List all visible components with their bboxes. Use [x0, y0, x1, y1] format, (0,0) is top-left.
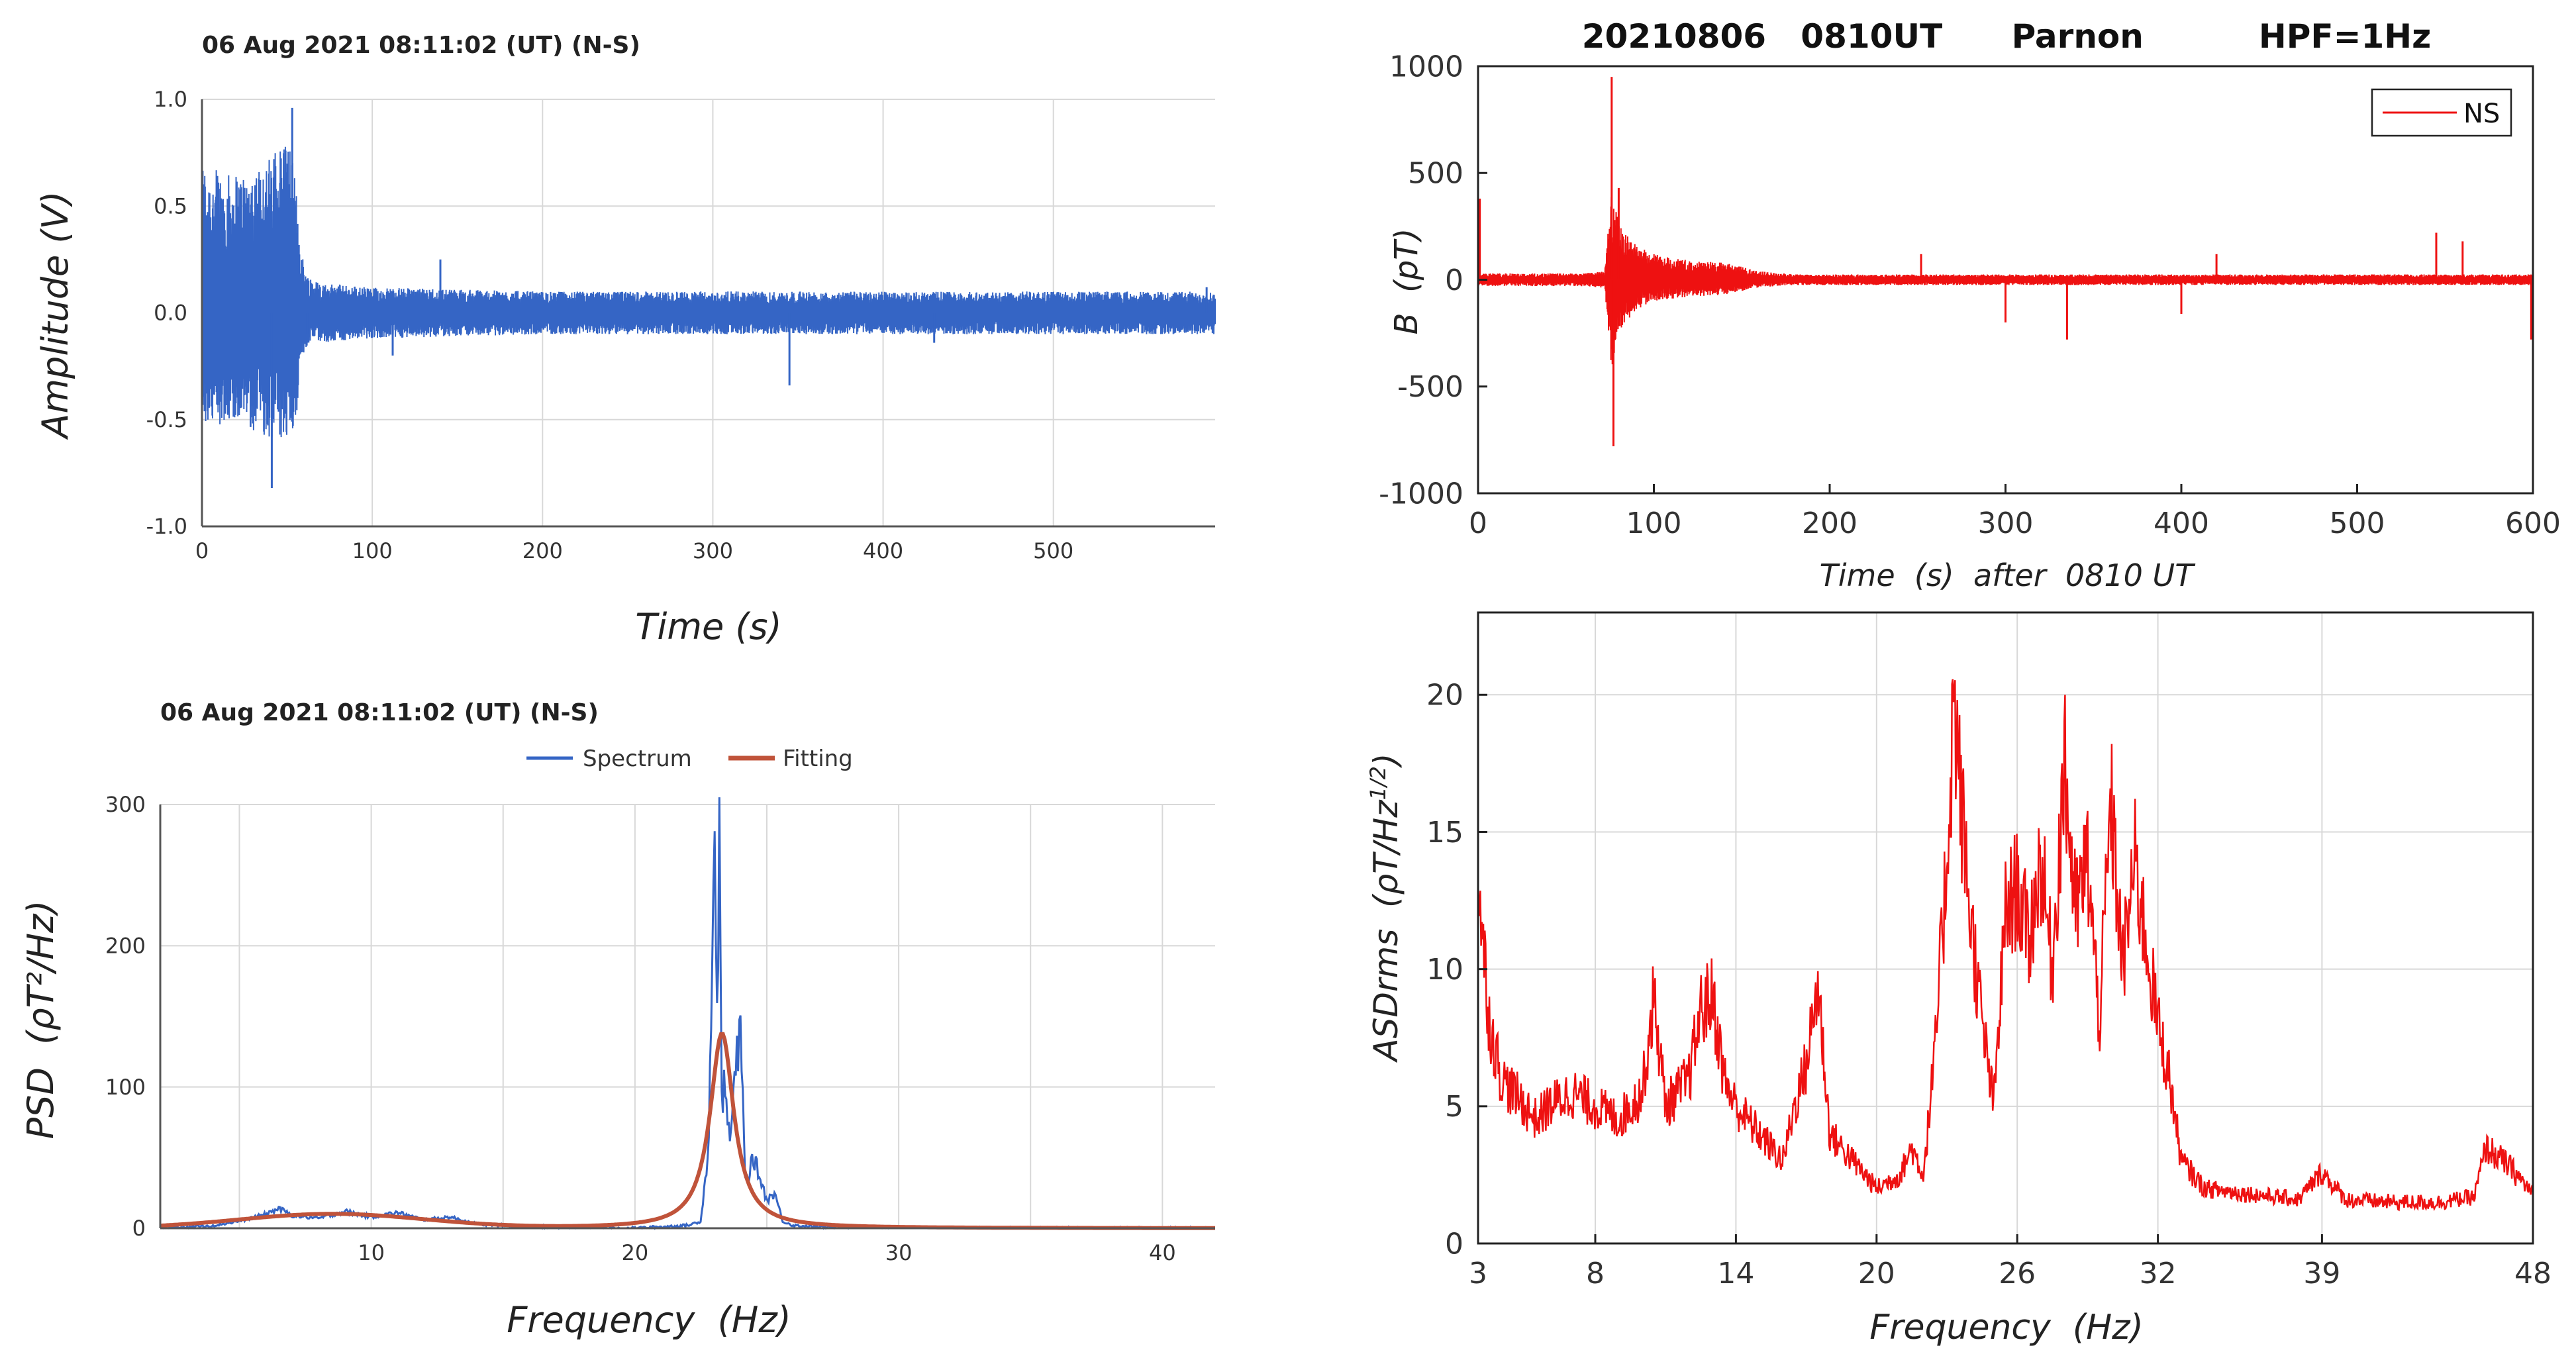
- y-tick-label: 300: [105, 792, 146, 817]
- series-line: [160, 797, 1215, 1230]
- series-line: [201, 146, 1216, 438]
- x-tick-label: 14: [1717, 1257, 1754, 1290]
- series-asdrms: [1477, 679, 2534, 1212]
- y-tick-label: 100: [105, 1075, 146, 1100]
- x-tick-label: 48: [2514, 1257, 2551, 1290]
- y-tick-label: 500: [1408, 157, 1463, 191]
- y-tick-label: 1000: [1389, 50, 1463, 83]
- y-tick-label: -1.0: [146, 514, 187, 539]
- x-tick-label: 300: [693, 538, 733, 563]
- x-tick-label: 0: [195, 538, 209, 563]
- y-tick-label: 200: [105, 934, 146, 959]
- x-tick-label: 32: [2140, 1257, 2177, 1290]
- x-tick-label: 0: [1469, 507, 1487, 540]
- x-tick-label: 40: [1149, 1240, 1176, 1265]
- y-tick-label: -500: [1397, 370, 1463, 404]
- y-tick-label: 0: [132, 1216, 146, 1241]
- x-tick-label: 3: [1469, 1257, 1487, 1290]
- series-line: [1477, 679, 2534, 1212]
- y-axis-label: B (pT): [1388, 228, 1425, 335]
- plot-frame: [1477, 611, 2534, 1245]
- legend-label-fitting: Fitting: [783, 746, 853, 772]
- x-tick-label: 600: [2505, 507, 2561, 540]
- y-tick-label: 0: [1445, 264, 1463, 297]
- x-tick-label: 300: [1978, 507, 2034, 540]
- y-tick-label: 10: [1426, 953, 1463, 987]
- series-fitting: [160, 1032, 1215, 1230]
- y-axis-label: ASDrms (ρT/Hz1/2): [1365, 753, 1405, 1063]
- x-tick-label: 20: [621, 1240, 648, 1265]
- x-tick-label: 26: [1999, 1257, 2036, 1290]
- legend-label-ns: NS: [2463, 99, 2500, 129]
- series-spectrum: [160, 797, 1216, 1230]
- series-n-s: [201, 107, 1216, 488]
- x-axis-label: Time (s) after 0810 UT: [1820, 558, 2197, 593]
- x-axis-label: Time (s): [635, 606, 781, 648]
- x-tick-label: 30: [885, 1240, 913, 1265]
- x-tick-label: 100: [352, 538, 393, 563]
- y-tick-label: 15: [1426, 816, 1463, 850]
- chart-title: 06 Aug 2021 08:11:02 (UT) (N-S): [160, 699, 599, 726]
- x-tick-label: 100: [1626, 507, 1682, 540]
- legend: NS: [2371, 88, 2512, 137]
- x-tick-label: 39: [2303, 1257, 2340, 1290]
- series-line: [1477, 193, 2534, 365]
- chart-p2: 0 100 200 300 400 500 600 -1000 -500 0 500 1000: [1379, 50, 2561, 540]
- fitting-line: [160, 1032, 1215, 1230]
- x-axis-label: Frequency (Hz): [507, 1299, 791, 1341]
- x-tick-label: 500: [1033, 538, 1073, 563]
- chart-p4: 3 8 14 20 26 32 39 48 0 5 10 15 20: [1426, 611, 2551, 1290]
- chart-p1: 0 100 200 300 400 500 -1.0 -0.5 0.0 0.5 1.0: [146, 87, 1216, 563]
- chart-title: 20210806 0810UT Parnon HPF=1Hz: [1582, 17, 2431, 56]
- legend: Spectrum Fitting: [526, 746, 853, 772]
- y-tick-label: 0.5: [154, 193, 187, 219]
- y-tick-label: -1000: [1379, 477, 1463, 510]
- x-tick-label: 200: [1802, 507, 1858, 540]
- x-tick-label: 400: [863, 538, 903, 563]
- legend-label-spectrum: Spectrum: [583, 746, 692, 772]
- y-axis-label-main: ASDrms (ρT/Hz: [1367, 799, 1405, 1063]
- y-tick-label: 20: [1426, 679, 1463, 712]
- chart-title: 06 Aug 2021 08:11:02 (UT) (N-S): [202, 32, 640, 59]
- x-tick-label: 500: [2330, 507, 2385, 540]
- x-tick-label: 8: [1586, 1257, 1605, 1290]
- y-tick-label: 1.0: [154, 87, 187, 112]
- y-axis-label: Amplitude (V): [34, 191, 76, 440]
- y-tick-label: -0.5: [146, 407, 187, 432]
- y-tick-label: 0.0: [154, 301, 187, 326]
- x-axis-label: Frequency (Hz): [1869, 1308, 2144, 1347]
- x-tick-label: 20: [1858, 1257, 1895, 1290]
- y-tick-label: 0: [1445, 1227, 1463, 1261]
- series-ns: [1477, 77, 2534, 447]
- y-tick-label: 5: [1445, 1090, 1463, 1124]
- y-axis-label-close: ): [1367, 753, 1405, 769]
- x-tick-label: 10: [358, 1240, 385, 1265]
- y-axis-label: PSD (ρT²/Hz): [20, 900, 62, 1140]
- chart-p3: 10 20 30 40 0 100 200 300: [105, 792, 1216, 1265]
- x-tick-label: 200: [522, 538, 563, 563]
- x-tick-label: 400: [2154, 507, 2209, 540]
- y-axis-label-sup: 1/2: [1365, 766, 1391, 801]
